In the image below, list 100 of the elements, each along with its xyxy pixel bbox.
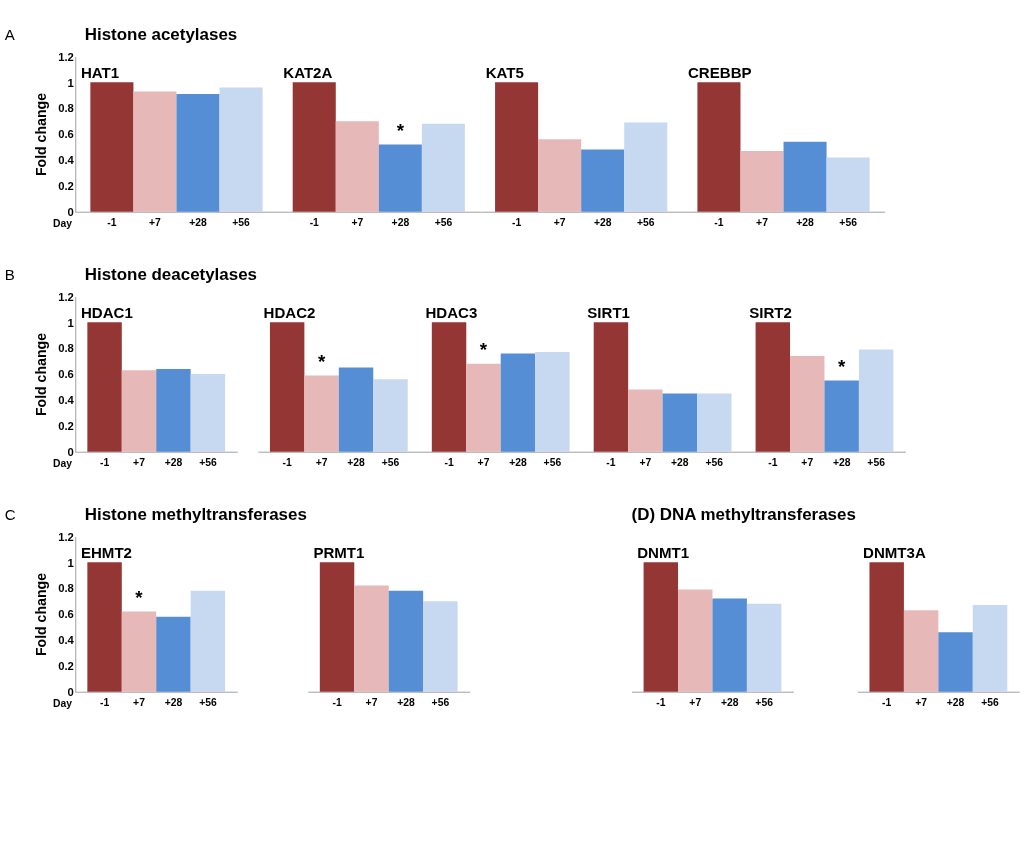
chart-title: HDAC1 [80,304,133,322]
x-tick-label: -1 [282,457,292,469]
y-tick-label: 1.2 [58,50,74,63]
bar [500,353,536,452]
x-tick-label: +28 [164,697,183,709]
y-tick-label: 0.2 [58,420,74,433]
text: A [4,26,15,44]
y-tick-label: 1.2 [58,530,74,543]
text: Histone acetylases [84,24,238,44]
bar [826,157,870,212]
x-tick-label: +7 [639,457,652,469]
chart-title: EHMT2 [80,544,132,562]
x-tick-label: +56 [381,457,400,469]
y-tick-label: 0.6 [58,368,74,381]
x-tick-label: -1 [107,217,117,229]
chart-title: HDAC2 [263,304,316,322]
x-tick-label: +56 [981,697,1000,709]
chart-title: KAT2A [283,64,333,82]
bar [581,149,625,212]
x-tick-label: +7 [915,697,928,709]
y-tick-label: 0 [67,205,74,218]
text: B [4,266,15,284]
bar [869,562,904,692]
text: (D) DNA methyltransferases [631,504,856,524]
y-axis-title: Fold change [32,332,49,417]
bar [292,82,336,212]
x-tick-label: +28 [796,217,815,229]
y-tick-label: 0.6 [58,128,74,141]
y-tick-label: 0.4 [58,394,75,407]
x-tick-label: -1 [332,697,342,709]
y-tick-label: 1 [67,76,74,89]
x-tick-label: -1 [511,217,522,229]
bar [87,562,122,692]
bar [712,598,747,692]
x-tick-label: +28 [720,697,739,709]
y-tick-label: 0.6 [58,608,74,621]
x-tick-label: +28 [347,457,366,469]
x-tick-label: +56 [199,697,217,709]
bar [903,610,939,692]
bar [190,590,226,692]
chart-title: HDAC3 [425,304,478,322]
x-tick-label: +28 [593,217,612,229]
bar [335,121,379,212]
bar [938,632,973,692]
x-tick-label: +28 [509,457,527,469]
x-tick-label: +56 [755,697,774,709]
y-tick-label: 0.4 [58,634,75,647]
x-tick-label: +7 [351,217,364,229]
x-tick-label: -1 [768,457,778,469]
bar [746,603,782,692]
x-tick-label: +7 [553,217,566,229]
x-tick-label: -1 [99,697,110,709]
bar [790,355,825,452]
bar [388,590,424,692]
x-tick-label: -1 [656,697,666,709]
x-axis-title: Day [53,218,73,230]
x-tick-label: +56 [636,217,655,229]
chart-title: DNMT1 [637,544,689,562]
chart-title: PRMT1 [313,544,365,562]
x-tick-label: +56 [199,457,217,469]
x-tick-label: +56 [839,217,858,229]
annotation: * [479,339,488,361]
y-tick-label: 0.8 [58,342,74,355]
bar [121,611,157,692]
chart-title: SIRT2 [749,304,792,322]
y-tick-label: 0.4 [58,154,75,167]
text: C [4,506,16,524]
bar [697,82,741,212]
y-tick-label: 1.2 [58,290,74,303]
bar [538,139,582,212]
bar [304,375,339,452]
x-tick-label: +28 [832,457,851,469]
chart-title: HAT1 [80,64,120,82]
bar [858,349,894,452]
y-axis-title: Fold change [32,92,49,177]
bar [378,144,422,212]
annotation: * [317,350,326,372]
x-tick-label: -1 [309,217,320,229]
y-tick-label: 1 [67,556,74,569]
x-tick-label: +7 [133,457,146,469]
bar [495,82,539,212]
x-tick-label: +7 [477,457,490,469]
bar [121,370,157,452]
x-tick-label: +7 [133,697,146,709]
bar [755,322,791,452]
x-tick-label: +28 [671,457,689,469]
chart-title: KAT5 [485,64,524,82]
x-tick-label: +7 [801,457,814,469]
bar [87,322,122,452]
x-tick-label: +56 [867,457,886,469]
x-tick-label: +7 [315,457,328,469]
x-tick-label: +28 [391,217,410,229]
y-tick-label: 0.8 [58,102,74,115]
chart-title: SIRT1 [587,304,630,322]
x-tick-label: +28 [164,457,183,469]
annotation: * [396,119,405,141]
text: Histone methyltransferases [84,504,307,524]
bar [678,589,713,692]
x-tick-label: +56 [705,457,724,469]
x-tick-label: +7 [365,697,378,709]
